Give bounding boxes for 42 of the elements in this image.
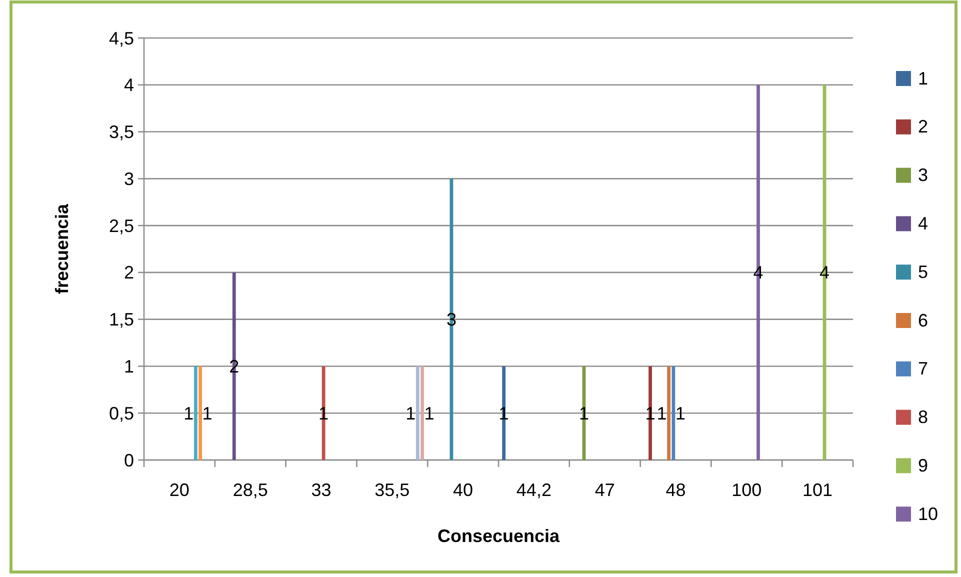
y-tick-label: 2,5 — [108, 216, 134, 236]
x-tick-label: 35,5 — [374, 480, 410, 500]
y-tick-label: 0,5 — [108, 403, 134, 424]
y-tick-label: 1 — [124, 356, 134, 377]
x-tick-label: 40 — [453, 480, 474, 500]
data-label: 1 — [424, 403, 434, 424]
legend-label: 9 — [918, 456, 928, 476]
y-axis-title: frecuencia — [52, 202, 72, 294]
x-tick-label: 47 — [594, 480, 615, 500]
x-tick-label: 100 — [732, 480, 762, 500]
y-tick-label: 0 — [124, 450, 134, 470]
x-tick-label: 33 — [311, 480, 332, 500]
x-tick-label: 44,2 — [516, 480, 552, 500]
data-label: 1 — [318, 403, 329, 424]
legend-label: 1 — [918, 68, 928, 88]
data-label: 1 — [656, 403, 667, 424]
data-label: 1 — [184, 403, 194, 424]
data-label: 2 — [229, 356, 240, 377]
y-tick-label: 2 — [124, 262, 134, 283]
x-tick-label: 20 — [169, 480, 190, 500]
x-tick-label: 28,5 — [232, 480, 268, 500]
y-tick-label: 4,5 — [108, 28, 134, 48]
legend-label: 4 — [918, 214, 928, 234]
y-tick-label: 1,5 — [108, 310, 134, 330]
legend-label: 10 — [918, 504, 938, 524]
legend-label: 8 — [918, 407, 928, 428]
legend-label: 5 — [918, 262, 928, 282]
data-label: 1 — [675, 403, 686, 424]
x-tick-label: 101 — [802, 480, 833, 500]
legend-label: 2 — [918, 116, 928, 137]
data-label: 1 — [202, 403, 212, 424]
x-axis-title: Consecuencia — [437, 526, 561, 546]
data-label: 1 — [406, 403, 416, 424]
y-tick-label: 4 — [124, 75, 134, 96]
data-label: 4 — [819, 262, 830, 283]
y-tick-label: 3 — [124, 168, 134, 189]
x-tick-label: 48 — [666, 480, 686, 500]
data-label: 1 — [578, 403, 589, 424]
legend-label: 7 — [918, 358, 928, 379]
legend-label: 6 — [918, 310, 928, 330]
legend-label: 3 — [918, 165, 928, 186]
y-tick-label: 3,5 — [108, 122, 134, 142]
